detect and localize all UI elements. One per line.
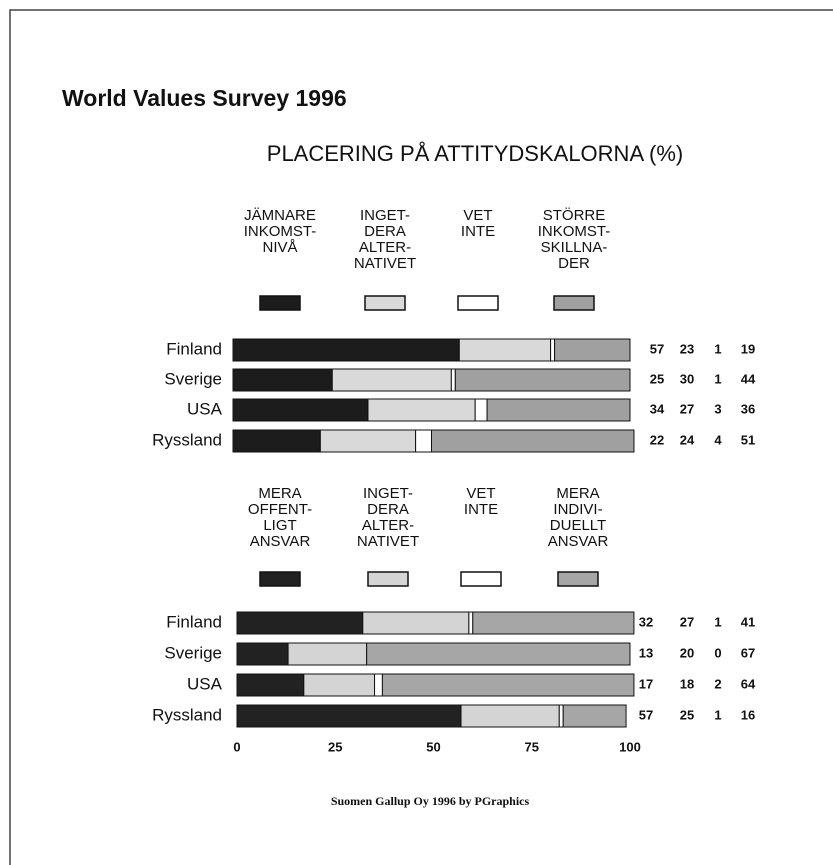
x-tick-label: 25 xyxy=(328,739,342,754)
bar-segment xyxy=(236,673,305,697)
bar-segment xyxy=(460,704,560,728)
value-label: 34 xyxy=(650,401,665,416)
value-label: 30 xyxy=(680,371,694,386)
category-label: Sverige xyxy=(164,643,222,662)
bar-segment xyxy=(554,338,631,362)
bar-segment xyxy=(362,611,470,635)
legend-swatch xyxy=(259,295,301,311)
source: Suomen Gallup Oy 1996 by PGraphics xyxy=(331,794,530,808)
category-label: USA xyxy=(187,674,223,693)
legend-swatch xyxy=(553,295,595,311)
category-label: Ryssland xyxy=(152,705,222,724)
title: World Values Survey 1996 xyxy=(62,85,347,111)
legend-label: VET INTE xyxy=(460,207,496,240)
bar-segment xyxy=(232,338,460,362)
bar-segment xyxy=(287,642,368,666)
value-label: 67 xyxy=(741,645,755,660)
legend-label: MERA OFFENT- LIGT ANSVAR xyxy=(247,485,313,550)
bar-segment xyxy=(415,429,432,453)
value-label: 64 xyxy=(741,676,756,691)
bar-segment xyxy=(236,704,462,728)
x-tick-label: 50 xyxy=(426,739,440,754)
bar-segment xyxy=(366,642,631,666)
value-label: 44 xyxy=(741,371,756,386)
value-label: 19 xyxy=(741,341,755,356)
category-label: Finland xyxy=(166,339,222,358)
value-label: 18 xyxy=(680,676,694,691)
bar-segment xyxy=(236,642,289,666)
bar-segment xyxy=(454,368,631,392)
value-label: 13 xyxy=(639,645,653,660)
bar-segment xyxy=(562,704,627,728)
legend-swatch xyxy=(460,571,502,587)
x-tick-label: 75 xyxy=(525,739,539,754)
category-label: Sverige xyxy=(164,369,222,388)
legend-swatch xyxy=(367,571,409,587)
value-label: 51 xyxy=(741,432,755,447)
value-label: 20 xyxy=(680,645,694,660)
legend-label: JÄMNARE INKOMST- NIVÅ xyxy=(243,207,317,256)
value-label: 1 xyxy=(714,341,721,356)
value-label: 36 xyxy=(741,401,755,416)
bar-segment xyxy=(558,704,564,728)
value-label: 16 xyxy=(741,707,755,722)
bar-segment xyxy=(431,429,635,453)
category-label: Finland xyxy=(166,612,222,631)
bar-segment xyxy=(232,398,369,422)
value-label: 27 xyxy=(680,614,694,629)
value-label: 27 xyxy=(680,401,694,416)
bar-segment xyxy=(468,611,474,635)
value-label: 1 xyxy=(714,614,721,629)
bar-segment xyxy=(472,611,635,635)
bar-segment xyxy=(458,338,552,362)
value-label: 1 xyxy=(714,371,721,386)
bar-segment xyxy=(319,429,417,453)
legend-label: VET INTE xyxy=(463,485,499,518)
category-label: USA xyxy=(187,399,223,418)
value-label: 25 xyxy=(650,371,664,386)
legend-label: INGET- DERA ALTER- NATIVET xyxy=(353,207,417,272)
value-label: 57 xyxy=(639,707,653,722)
bar-segment xyxy=(550,338,556,362)
bar-segment xyxy=(232,368,333,392)
value-label: 1 xyxy=(714,707,721,722)
x-tick-label: 0 xyxy=(233,739,240,754)
value-label: 4 xyxy=(714,432,722,447)
subtitle: PLACERING PÅ ATTITYDSKALORNA (%) xyxy=(267,141,683,166)
bar-segment xyxy=(331,368,452,392)
bar-segment xyxy=(486,398,631,422)
value-label: 0 xyxy=(714,645,721,660)
legend-label: INGET- DERA ALTER- NATIVET xyxy=(356,485,420,550)
legend-swatch xyxy=(364,295,406,311)
legend-label: MERA INDIVI- DUELLT ANSVAR xyxy=(547,485,609,550)
bar-segment xyxy=(303,673,376,697)
value-label: 32 xyxy=(639,614,653,629)
legend-swatch xyxy=(259,571,301,587)
bar-segment xyxy=(367,398,476,422)
bar-segment xyxy=(450,368,456,392)
legend-swatch xyxy=(557,571,599,587)
bar-segment xyxy=(374,673,383,697)
value-label: 17 xyxy=(639,676,653,691)
x-tick-label: 100 xyxy=(619,739,641,754)
legend-swatch xyxy=(457,295,499,311)
value-label: 25 xyxy=(680,707,694,722)
bar-segment xyxy=(474,398,488,422)
bar-segment xyxy=(232,429,321,453)
bar-segment xyxy=(381,673,635,697)
value-label: 57 xyxy=(650,341,664,356)
bar-segment xyxy=(236,611,364,635)
legend-label: STÖRRE INKOMST- SKILLNA- DER xyxy=(537,207,611,272)
value-label: 23 xyxy=(680,341,694,356)
value-label: 2 xyxy=(714,676,721,691)
value-label: 3 xyxy=(714,401,721,416)
value-label: 24 xyxy=(680,432,695,447)
category-label: Ryssland xyxy=(152,430,222,449)
value-label: 41 xyxy=(741,614,755,629)
value-label: 22 xyxy=(650,432,664,447)
frame xyxy=(9,9,833,865)
